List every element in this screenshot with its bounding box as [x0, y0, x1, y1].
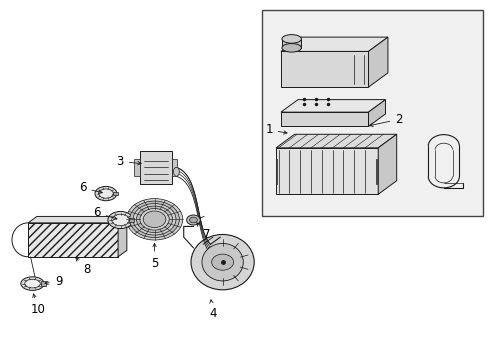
Ellipse shape — [173, 167, 179, 176]
Polygon shape — [118, 216, 126, 257]
Ellipse shape — [186, 215, 200, 225]
Ellipse shape — [112, 214, 129, 226]
Text: 9: 9 — [45, 275, 62, 288]
Polygon shape — [28, 223, 118, 257]
Polygon shape — [134, 158, 140, 176]
Ellipse shape — [126, 199, 183, 240]
Text: 10: 10 — [30, 294, 45, 316]
Polygon shape — [281, 112, 368, 126]
Ellipse shape — [129, 201, 179, 238]
Text: 2: 2 — [369, 113, 402, 127]
Text: 1: 1 — [264, 123, 286, 136]
Ellipse shape — [108, 211, 133, 229]
Ellipse shape — [211, 254, 233, 270]
Ellipse shape — [95, 186, 117, 201]
Ellipse shape — [143, 211, 165, 228]
Text: 8: 8 — [76, 258, 90, 276]
Text: 5: 5 — [151, 243, 158, 270]
Ellipse shape — [202, 243, 243, 281]
Polygon shape — [281, 51, 368, 87]
Ellipse shape — [191, 234, 254, 290]
Polygon shape — [276, 148, 377, 194]
Polygon shape — [276, 134, 396, 148]
Polygon shape — [28, 216, 126, 223]
Polygon shape — [282, 39, 301, 48]
Bar — [140, 152, 171, 184]
Ellipse shape — [99, 189, 113, 198]
Ellipse shape — [140, 208, 169, 230]
Ellipse shape — [136, 206, 172, 233]
Polygon shape — [375, 158, 376, 184]
Bar — [113, 192, 117, 195]
Bar — [261, 10, 482, 216]
Polygon shape — [171, 158, 177, 176]
Ellipse shape — [282, 35, 301, 43]
Ellipse shape — [189, 217, 197, 223]
Bar — [41, 282, 46, 286]
Polygon shape — [281, 37, 387, 51]
Polygon shape — [281, 100, 385, 112]
Text: 6: 6 — [79, 181, 102, 194]
Bar — [129, 218, 133, 222]
Ellipse shape — [21, 277, 44, 291]
Text: 4: 4 — [209, 300, 216, 320]
Ellipse shape — [282, 44, 301, 52]
Ellipse shape — [25, 279, 40, 288]
Polygon shape — [377, 134, 396, 194]
Text: 7: 7 — [196, 223, 210, 241]
Text: 3: 3 — [116, 155, 141, 168]
Ellipse shape — [133, 203, 176, 235]
Text: 6: 6 — [93, 206, 117, 220]
Polygon shape — [368, 37, 387, 87]
Polygon shape — [368, 100, 385, 126]
Polygon shape — [276, 158, 277, 184]
